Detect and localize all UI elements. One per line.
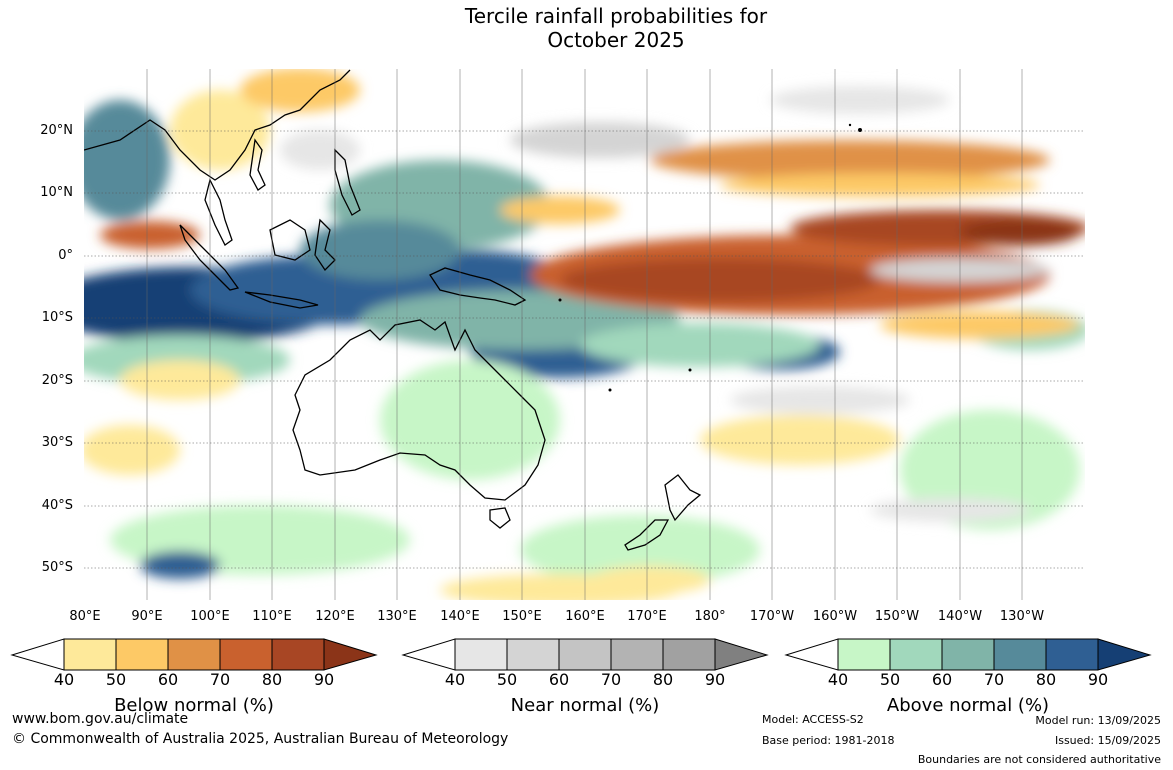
- colorbar-tick: 70: [983, 670, 1005, 689]
- colorbar-tick: 70: [209, 670, 231, 689]
- map-title-line-1: Tercile rainfall probabilities for: [464, 4, 768, 28]
- lon-label: 100°E: [190, 609, 230, 624]
- lon-label: 140°E: [440, 609, 480, 624]
- colorbar-tick: 80: [652, 670, 674, 689]
- colorbar-below-normal: [10, 638, 378, 671]
- lat-label: 40°S: [41, 498, 73, 513]
- model-run-date: Model run: 13/09/2025: [1035, 714, 1161, 727]
- lat-label: 10°S: [41, 310, 73, 325]
- colorbar-tick: 60: [157, 670, 179, 689]
- lat-label: 20°N: [40, 123, 73, 138]
- colorbar-tick: 50: [496, 670, 518, 689]
- graticule: [84, 130, 1085, 569]
- lon-label: 80°E: [69, 609, 101, 624]
- lat-label: 30°S: [41, 435, 73, 450]
- lon-label: 160°E: [565, 609, 605, 624]
- lon-label: 90°E: [131, 609, 163, 624]
- colorbar-tick: 50: [105, 670, 127, 689]
- colorbar-tick: 60: [548, 670, 570, 689]
- colorbar-title-below-normal: Below normal (%): [114, 695, 274, 716]
- colorbar-tick: 90: [1087, 670, 1109, 689]
- colorbar-tick: 40: [53, 670, 75, 689]
- lon-label: 170°E: [627, 609, 667, 624]
- copyright-notice: © Commonwealth of Australia 2025, Austra…: [12, 731, 509, 747]
- map-title-line-2: October 2025: [547, 28, 685, 52]
- lon-label: 130°E: [377, 609, 417, 624]
- colorbar-title-above-normal: Above normal (%): [886, 695, 1050, 716]
- lon-label: 180°: [694, 609, 726, 624]
- colorbar-tick: 90: [704, 670, 726, 689]
- colorbar-tick: 60: [931, 670, 953, 689]
- colorbar-tick: 90: [313, 670, 335, 689]
- issued-date: Issued: 15/09/2025: [1054, 734, 1161, 747]
- lon-label: 150°E: [502, 609, 542, 624]
- probability-field: [84, 69, 1085, 600]
- colorbar-tick: 40: [827, 670, 849, 689]
- lon-label: 130°W: [999, 609, 1045, 624]
- boundaries-disclaimer: Boundaries are not considered authoritat…: [917, 753, 1161, 766]
- model-name: Model: ACCESS-S2: [762, 713, 864, 726]
- colorbar-near-normal: [401, 638, 769, 671]
- lat-label: 50°S: [41, 560, 73, 575]
- lon-label: 110°E: [252, 609, 292, 624]
- meridians: [146, 69, 1023, 600]
- colorbar-tick: 80: [261, 670, 283, 689]
- lon-label: 140°W: [937, 609, 983, 624]
- colorbar-tick: 40: [444, 670, 466, 689]
- map-title: Tercile rainfall probabilities for Octob…: [0, 4, 1173, 52]
- colorbar-above-normal: [784, 638, 1152, 671]
- lon-label: 160°W: [812, 609, 858, 624]
- base-period: Base period: 1981-2018: [762, 734, 895, 747]
- colorbar-tick: 80: [1035, 670, 1057, 689]
- colorbar-tick: 50: [879, 670, 901, 689]
- lat-label: 10°N: [40, 185, 73, 200]
- lat-label: 20°S: [41, 373, 73, 388]
- coastlines: [84, 69, 702, 551]
- lon-label: 150°W: [874, 609, 920, 624]
- lon-label: 170°W: [749, 609, 795, 624]
- lon-label: 120°E: [315, 609, 355, 624]
- colorbar-tick: 70: [600, 670, 622, 689]
- website-link[interactable]: www.bom.gov.au/climate: [12, 711, 189, 727]
- lat-label: 0°: [58, 248, 73, 263]
- colorbar-title-near-normal: Near normal (%): [510, 695, 660, 716]
